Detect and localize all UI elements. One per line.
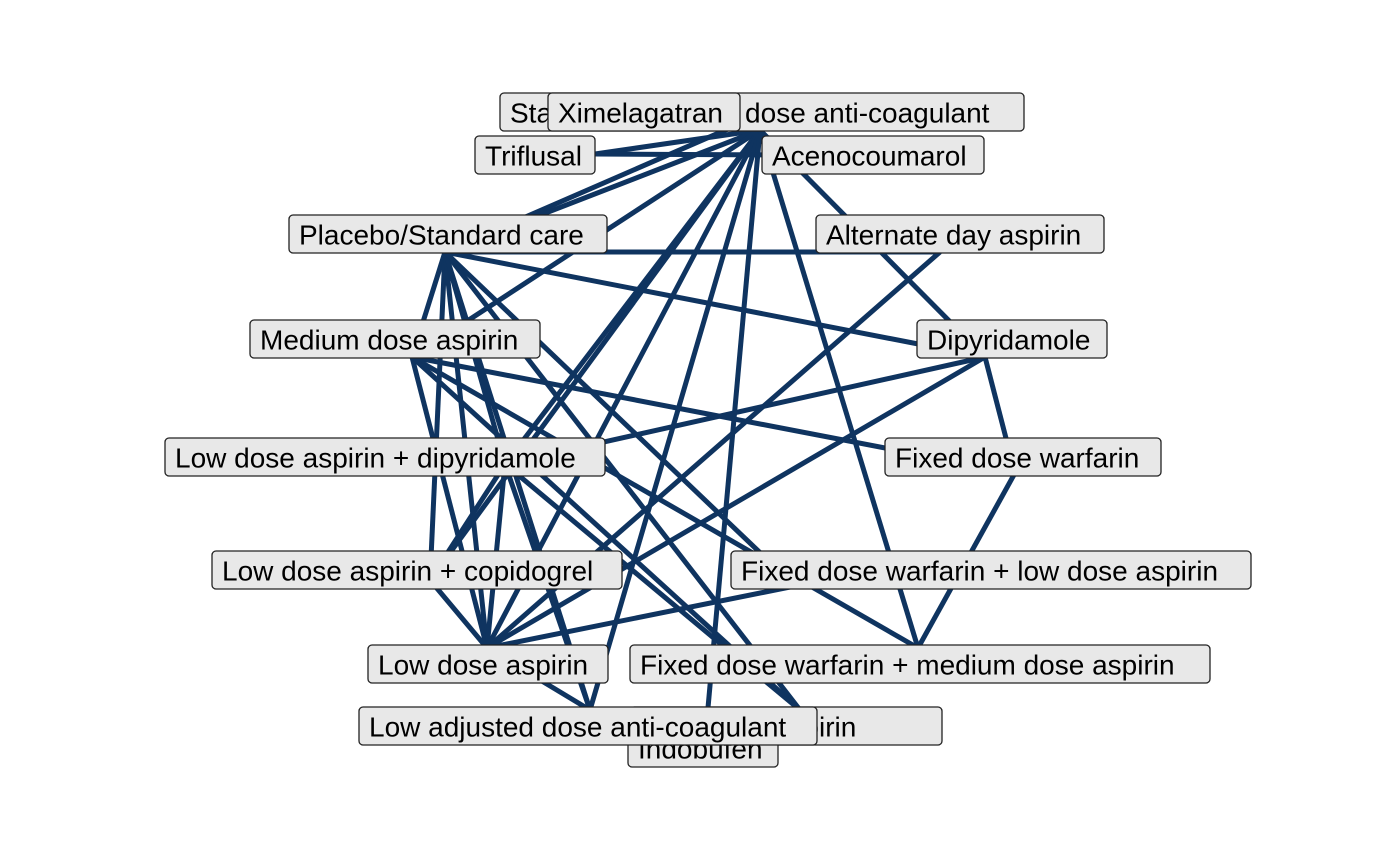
node-low_adjusted: Low adjusted dose anti-coagulant: [358, 706, 818, 746]
node-fixed_warfarin_low: Fixed dose warfarin + low dose aspirin: [730, 550, 1252, 590]
edge-fixed_warfarin_low-low_aspirin: [486, 583, 796, 651]
node-box: [211, 550, 623, 590]
edge-triflusal-acenocoumarol: [594, 151, 776, 158]
node-label: Placebo/Standard care: [299, 220, 584, 251]
node-box: [629, 644, 1211, 684]
nodes: Standard adjusted dose anti-coagulantXim…: [164, 92, 1252, 768]
edge-standard_adjusted-low_aspirin_copi: [427, 128, 763, 582]
node-box: [884, 437, 1162, 477]
node-alternate_aspirin: Alternate day aspirin: [815, 214, 1105, 254]
node-label: Fixed dose warfarin + medium dose aspiri…: [640, 650, 1175, 681]
node-box: [288, 214, 608, 254]
node-medium_aspirin: Medium dose aspirin: [249, 319, 541, 359]
node-label: Acenocoumarol: [772, 141, 967, 172]
node-label: Fixed dose warfarin: [895, 443, 1139, 474]
edge-low_aspirin_copi-low_aspirin: [428, 578, 489, 650]
node-label: Alternate day aspirin: [826, 220, 1081, 251]
node-fixed_warfarin_medium: Fixed dose warfarin + medium dose aspiri…: [629, 644, 1211, 684]
node-label: Medium dose aspirin: [260, 325, 518, 356]
node-box: [547, 92, 741, 132]
node-box: [367, 644, 609, 684]
node-fixed_warfarin: Fixed dose warfarin: [884, 437, 1162, 477]
node-label: Fixed dose warfarin + low dose aspirin: [741, 556, 1218, 587]
node-label: Low dose aspirin: [378, 650, 588, 681]
node-box: [474, 135, 596, 175]
node-dipyridamole: Dipyridamole: [916, 319, 1108, 359]
node-label: Triflusal: [485, 141, 582, 172]
node-box: [815, 214, 1105, 254]
node-box: [761, 135, 985, 175]
node-label: Low dose aspirin + copidogrel: [222, 556, 593, 587]
node-label: Low dose aspirin + dipyridamole: [175, 443, 576, 474]
node-label: Dipyridamole: [927, 325, 1090, 356]
edge-dipyridamole-low_aspirin: [485, 354, 987, 651]
node-box: [249, 319, 541, 359]
edge-standard_adjusted-triflusal: [594, 127, 761, 157]
edge-placebo-fixed_warfarin_low: [443, 250, 797, 588]
node-label: Ximelagatran: [558, 98, 723, 129]
edge-medium_aspirin-low_aspirin: [409, 356, 490, 649]
edge-placebo-low_aspirin_copi: [427, 251, 448, 581]
node-box: [730, 550, 1252, 590]
node-acenocoumarol: Acenocoumarol: [761, 135, 985, 175]
node-box: [358, 706, 818, 746]
node-low_aspirin_dipy: Low dose aspirin + dipyridamole: [164, 437, 606, 477]
edge-standard_adjusted-low_adjusted: [587, 129, 763, 711]
node-box: [164, 437, 606, 477]
node-low_aspirin: Low dose aspirin: [367, 644, 609, 684]
node-label: Low adjusted dose anti-coagulant: [369, 712, 786, 743]
edges: [409, 119, 1018, 731]
node-low_aspirin_copi: Low dose aspirin + copidogrel: [211, 550, 623, 590]
node-box: [916, 319, 1108, 359]
node-triflusal: Triflusal: [474, 135, 596, 175]
node-ximelagatran: Ximelagatran: [547, 92, 741, 132]
node-placebo: Placebo/Standard care: [288, 214, 608, 254]
edge-placebo-dipyridamole: [444, 249, 986, 360]
edge-medium_aspirin-fixed_warfarin_medium: [410, 354, 920, 651]
